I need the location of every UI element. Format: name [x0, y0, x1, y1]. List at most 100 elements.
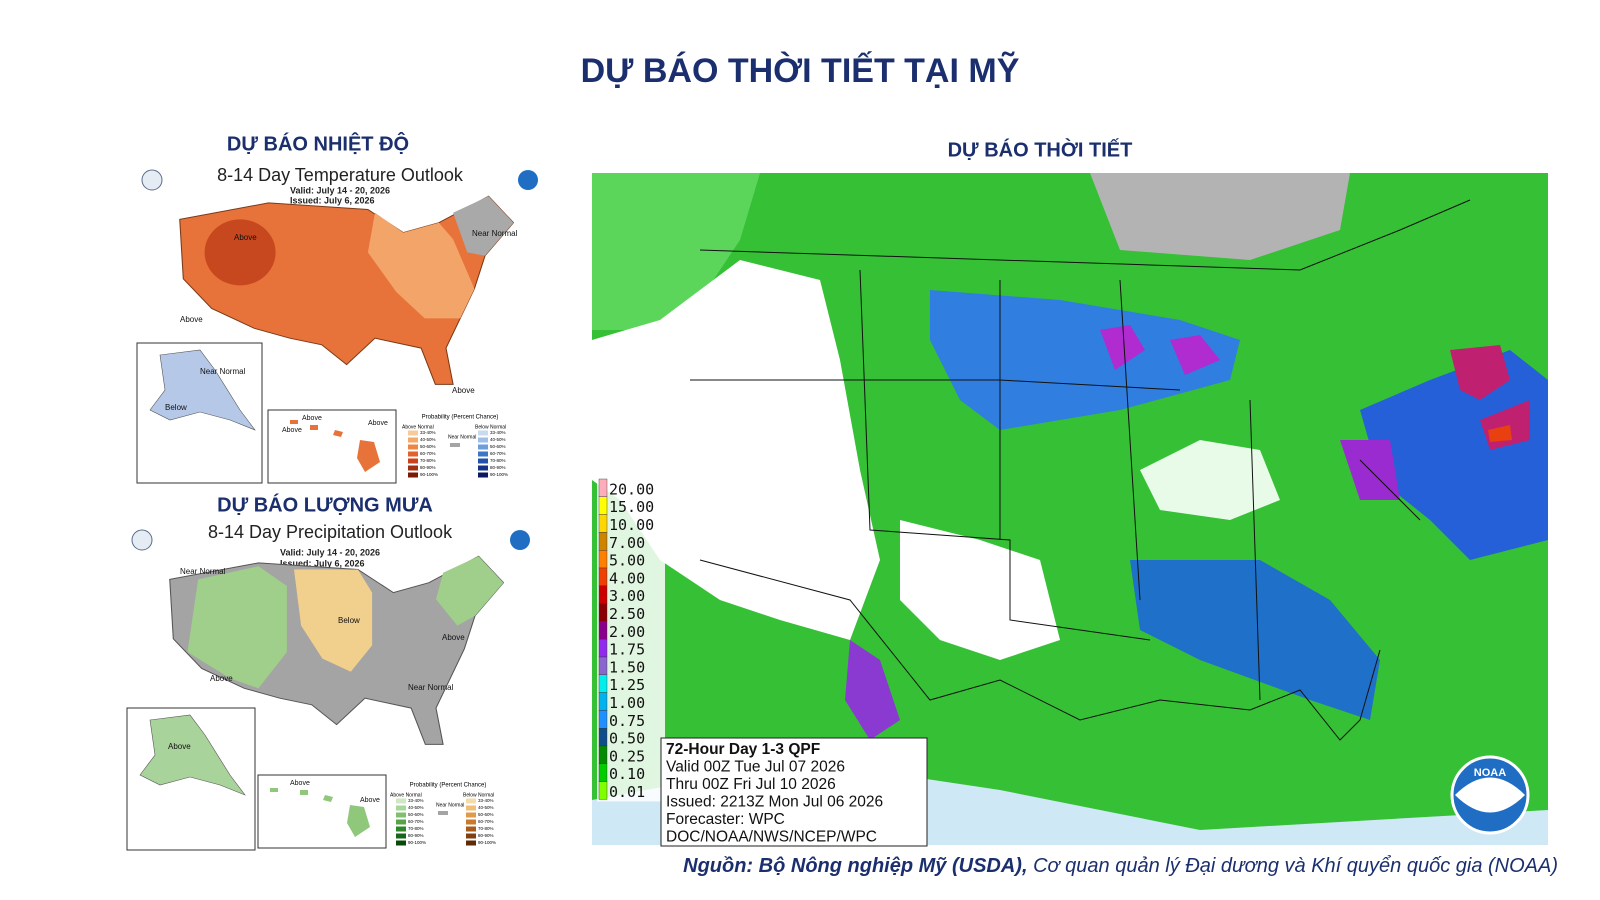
qpf-info-line: Forecaster: WPC — [666, 811, 785, 828]
qpf-legend-label: 5.00 — [609, 552, 645, 570]
legend-swatch — [478, 437, 488, 443]
legend-range: 40-50% — [478, 805, 494, 810]
qpf-info-line: Thru 00Z Fri Jul 10 2026 — [666, 776, 836, 793]
legend-swatch — [396, 819, 406, 825]
legend-range: 90-100% — [420, 472, 438, 477]
legend-near-swatch — [438, 811, 448, 815]
qpf-legend: 20.0015.0010.007.005.004.003.002.502.001… — [597, 477, 665, 802]
legend-range: 80-90% — [478, 833, 494, 838]
qpf-legend-swatch — [598, 692, 608, 711]
legend-range: 80-90% — [408, 833, 424, 838]
legend-swatch — [396, 826, 406, 832]
legend-range: 90-100% — [478, 840, 496, 845]
legend-range: 70-80% — [478, 826, 494, 831]
qpf-legend-label: 1.50 — [609, 658, 645, 676]
precip-label: Above — [290, 780, 310, 787]
qpf-legend-label: 2.50 — [609, 605, 645, 623]
legend-swatch — [396, 812, 406, 818]
qpf-legend-swatch — [598, 710, 608, 729]
legend-swatch — [478, 472, 488, 478]
qpf-legend-label: 7.00 — [609, 534, 645, 552]
precip-valid: Valid: July 14 - 20, 2026 — [280, 547, 380, 557]
legend-swatch — [396, 840, 406, 846]
legend-range: 50-60% — [420, 444, 436, 449]
temp-label: Above — [452, 386, 475, 395]
qpf-info-line: Valid 00Z Tue Jul 07 2026 — [666, 759, 845, 776]
legend-range: 40-50% — [408, 805, 424, 810]
precip-probability-legend: Probability (Percent Chance) Above Normal… — [390, 783, 496, 846]
legend-swatch — [466, 833, 476, 839]
qpf-legend-bg — [597, 477, 665, 802]
precip-heading: DỰ BÁO LƯỢNG MƯA — [217, 493, 433, 516]
source: Nguồn: Bộ Nông nghiệp Mỹ (USDA), Cơ quan… — [683, 855, 1558, 877]
legend-range: 40-50% — [420, 437, 436, 442]
legend-range: 33-40% — [408, 798, 424, 803]
legend-range: 80-90% — [490, 465, 506, 470]
temp-valid: Valid: July 14 - 20, 2026 — [290, 185, 390, 195]
legend-range: 33-40% — [478, 798, 494, 803]
hawaii — [270, 788, 370, 837]
legend-swatch — [478, 430, 488, 436]
legend-swatch — [408, 430, 418, 436]
legend-range: 70-80% — [490, 458, 506, 463]
temp-heading: DỰ BÁO NHIỆT ĐỘ — [227, 131, 409, 155]
precip-issued: Issued: July 6, 2026 — [280, 558, 365, 568]
qpf-legend-swatch — [598, 621, 608, 640]
temp-us-map — [177, 194, 516, 387]
qpf-legend-label: 0.25 — [609, 747, 645, 765]
legend-range: 90-100% — [408, 840, 426, 845]
temp-label: Above — [368, 420, 388, 427]
legend-above: Above Normal — [390, 792, 422, 798]
qpf-legend-swatch — [598, 567, 608, 586]
precip-label: Above — [210, 674, 233, 683]
legend-range: 70-80% — [420, 458, 436, 463]
legend-swatch — [396, 833, 406, 839]
precip-map-title: 8-14 Day Precipitation Outlook — [208, 522, 453, 542]
legend-range: 50-60% — [408, 812, 424, 817]
noaa-logo — [510, 530, 530, 550]
noaa-logo-wave — [1455, 777, 1525, 813]
legend-swatch — [466, 840, 476, 846]
noaa-logo-text: NOAA — [1474, 767, 1506, 779]
qpf-legend-label: 20.00 — [609, 480, 654, 498]
legend-range: 80-90% — [420, 465, 436, 470]
temp-label: Near Normal — [472, 229, 518, 238]
qpf-legend-label: 0.01 — [609, 783, 645, 801]
legend-range: 60-70% — [408, 819, 424, 824]
temp-label: Below — [165, 403, 187, 412]
source-bold: Nguồn: Bộ Nông nghiệp Mỹ (USDA), — [683, 855, 1027, 877]
usda-logo — [141, 169, 163, 191]
legend-swatch — [466, 812, 476, 818]
qpf-legend-swatch — [598, 745, 608, 764]
legend-range: 50-60% — [490, 444, 506, 449]
legend-above: Above Normal — [402, 424, 434, 430]
precip-label: Above — [168, 742, 191, 751]
temp-label: Above — [302, 415, 322, 422]
precip-label: Below — [338, 616, 360, 625]
precip-label: Near Normal — [408, 683, 454, 692]
legend-swatch — [408, 444, 418, 450]
temp-label: Above — [180, 315, 203, 324]
qpf-legend-swatch — [598, 603, 608, 622]
temp-label: Above — [234, 233, 257, 242]
legend-range: 70-80% — [408, 826, 424, 831]
qpf-info-line: DOC/NOAA/NWS/NCEP/WPC — [666, 829, 877, 846]
legend-range: 33-40% — [420, 430, 436, 435]
legend-range: 33-40% — [490, 430, 506, 435]
legend-swatch — [478, 444, 488, 450]
legend-range: 60-70% — [490, 451, 506, 456]
legend-swatch — [466, 798, 476, 804]
legend-swatch — [408, 472, 418, 478]
qpf-legend-swatch — [598, 639, 608, 658]
legend-swatch — [408, 458, 418, 464]
qpf-heading: DỰ BÁO THỜI TIẾT — [948, 137, 1133, 161]
legend-swatch — [396, 805, 406, 811]
legend-range: 40-50% — [490, 437, 506, 442]
qpf-legend-label: 1.00 — [609, 694, 645, 712]
legend-swatch — [466, 819, 476, 825]
hawaii-inset — [257, 774, 387, 849]
temp-probability-legend: Probability (Percent Chance) Above Normal… — [402, 415, 508, 478]
hawaii — [290, 420, 380, 472]
